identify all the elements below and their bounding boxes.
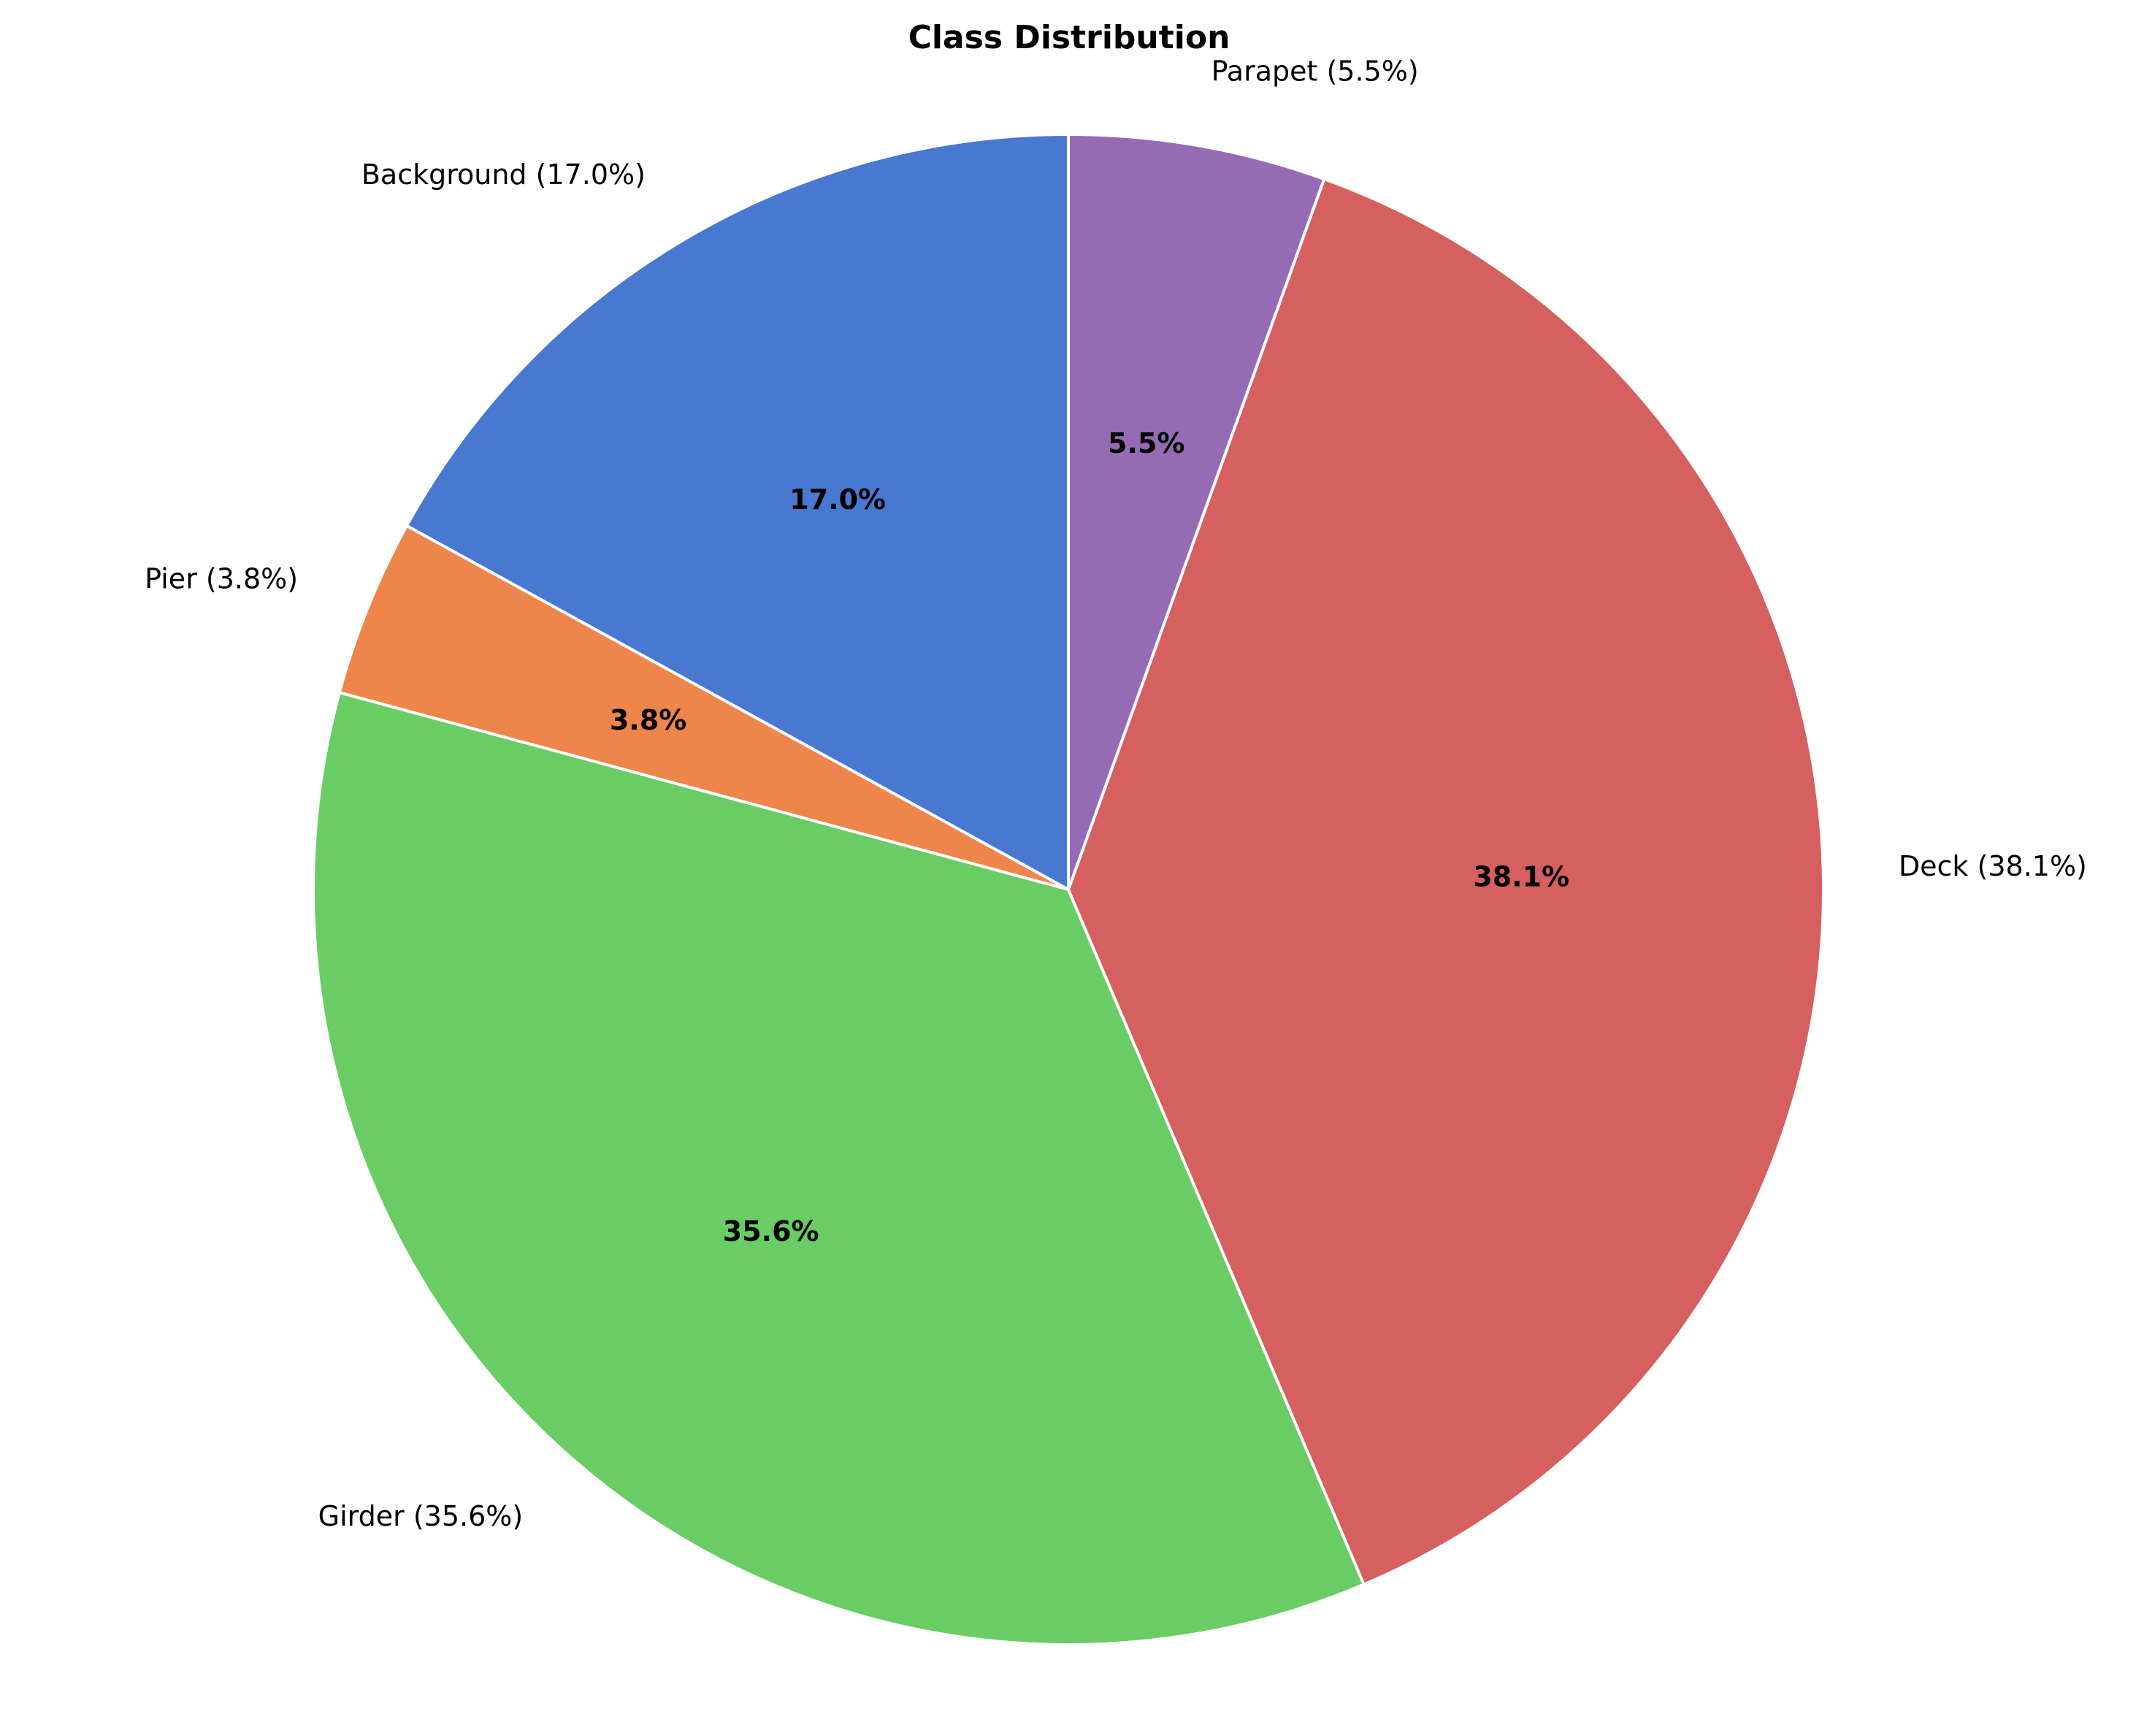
percent-label-deck: 38.1% — [1473, 861, 1569, 893]
percent-label-pier: 3.8% — [610, 704, 686, 736]
chart-title: Class Distribution — [908, 19, 1230, 56]
slice-background — [405, 133, 1070, 891]
pie-slices — [312, 133, 1825, 1646]
category-label-pier: Pier (3.8%) — [145, 563, 298, 595]
slice-deck — [1067, 177, 1825, 1586]
slice-parapet — [1067, 133, 1326, 891]
category-label-deck: Deck (38.1%) — [1899, 850, 2087, 882]
pie-category-labels: Background (17.0%) Pier (3.8%) Girder (35.… — [145, 56, 2087, 1532]
category-label-background: Background (17.0%) — [361, 158, 646, 191]
percent-label-background: 17.0% — [789, 483, 886, 516]
percent-label-girder: 35.6% — [723, 1215, 819, 1247]
pie-percent-labels: 17.0% 3.8% 35.6% 38.1% 5.5% — [610, 427, 1569, 1247]
slice-pier — [337, 524, 1070, 891]
percent-label-parapet: 5.5% — [1108, 427, 1184, 459]
category-label-girder: Girder (35.6%) — [318, 1500, 524, 1532]
slice-girder — [312, 691, 1366, 1646]
category-label-parapet: Parapet (5.5%) — [1211, 56, 1419, 88]
